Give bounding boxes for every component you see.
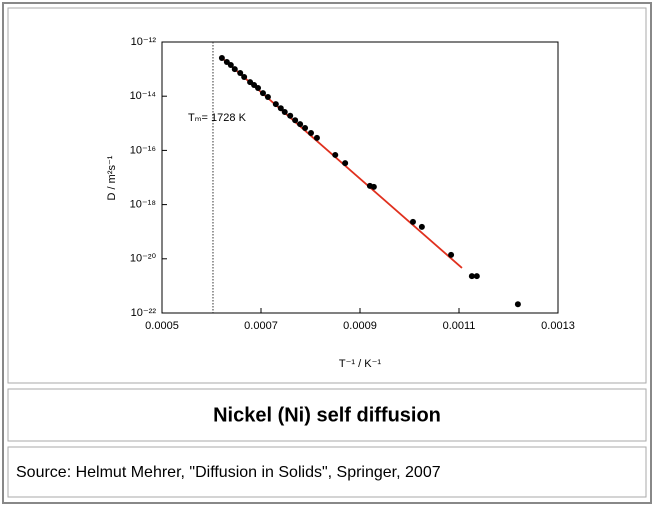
data-point <box>307 129 314 136</box>
data-point <box>342 160 349 167</box>
data-point <box>281 109 288 116</box>
x-tick-label: 0.0013 <box>541 320 575 332</box>
data-point <box>448 251 455 258</box>
y-tick-label: 10⁻¹⁸ <box>130 199 156 211</box>
data-point <box>231 66 238 73</box>
data-point <box>514 301 521 308</box>
data-point <box>409 218 416 225</box>
data-point <box>272 101 279 108</box>
x-tick-label: 0.0009 <box>343 320 377 332</box>
data-point <box>468 273 475 280</box>
data-point <box>277 105 284 112</box>
caption: Nickel (Ni) self diffusion <box>213 404 441 426</box>
data-point <box>297 121 304 128</box>
data-point <box>418 223 425 230</box>
chart-cell <box>7 7 647 384</box>
caption-cell <box>7 388 647 442</box>
data-point <box>302 125 309 132</box>
y-tick-label: 10⁻¹⁶ <box>130 144 156 156</box>
y-axis-label: D / m²s⁻¹ <box>106 155 118 200</box>
source-cell <box>7 446 647 498</box>
x-axis-label: T⁻¹ / K⁻¹ <box>339 358 382 370</box>
data-point <box>473 273 480 280</box>
source: Source: Helmut Mehrer, "Diffusion in Sol… <box>16 464 441 481</box>
fit-line <box>219 55 463 269</box>
data-point <box>332 151 339 158</box>
data-point <box>292 117 299 124</box>
annotation: Tₘ= 1728 K <box>188 112 247 124</box>
data-point <box>264 94 271 101</box>
data-point <box>259 90 266 97</box>
y-tick-label: 10⁻²⁰ <box>130 253 157 265</box>
data-point <box>237 69 244 76</box>
y-tick-label: 10⁻¹⁴ <box>130 90 157 102</box>
data-point <box>370 183 377 190</box>
data-point <box>218 54 225 61</box>
data-point <box>255 85 262 92</box>
x-tick-label: 0.0005 <box>145 320 179 332</box>
data-point <box>241 74 248 81</box>
y-tick-label: 10⁻²² <box>131 307 157 319</box>
y-tick-label: 10⁻¹² <box>131 36 157 48</box>
data-point <box>313 134 320 141</box>
x-tick-label: 0.0011 <box>443 320 476 332</box>
data-point <box>227 62 234 69</box>
data-point <box>287 112 294 119</box>
x-tick-label: 0.0007 <box>244 320 278 332</box>
